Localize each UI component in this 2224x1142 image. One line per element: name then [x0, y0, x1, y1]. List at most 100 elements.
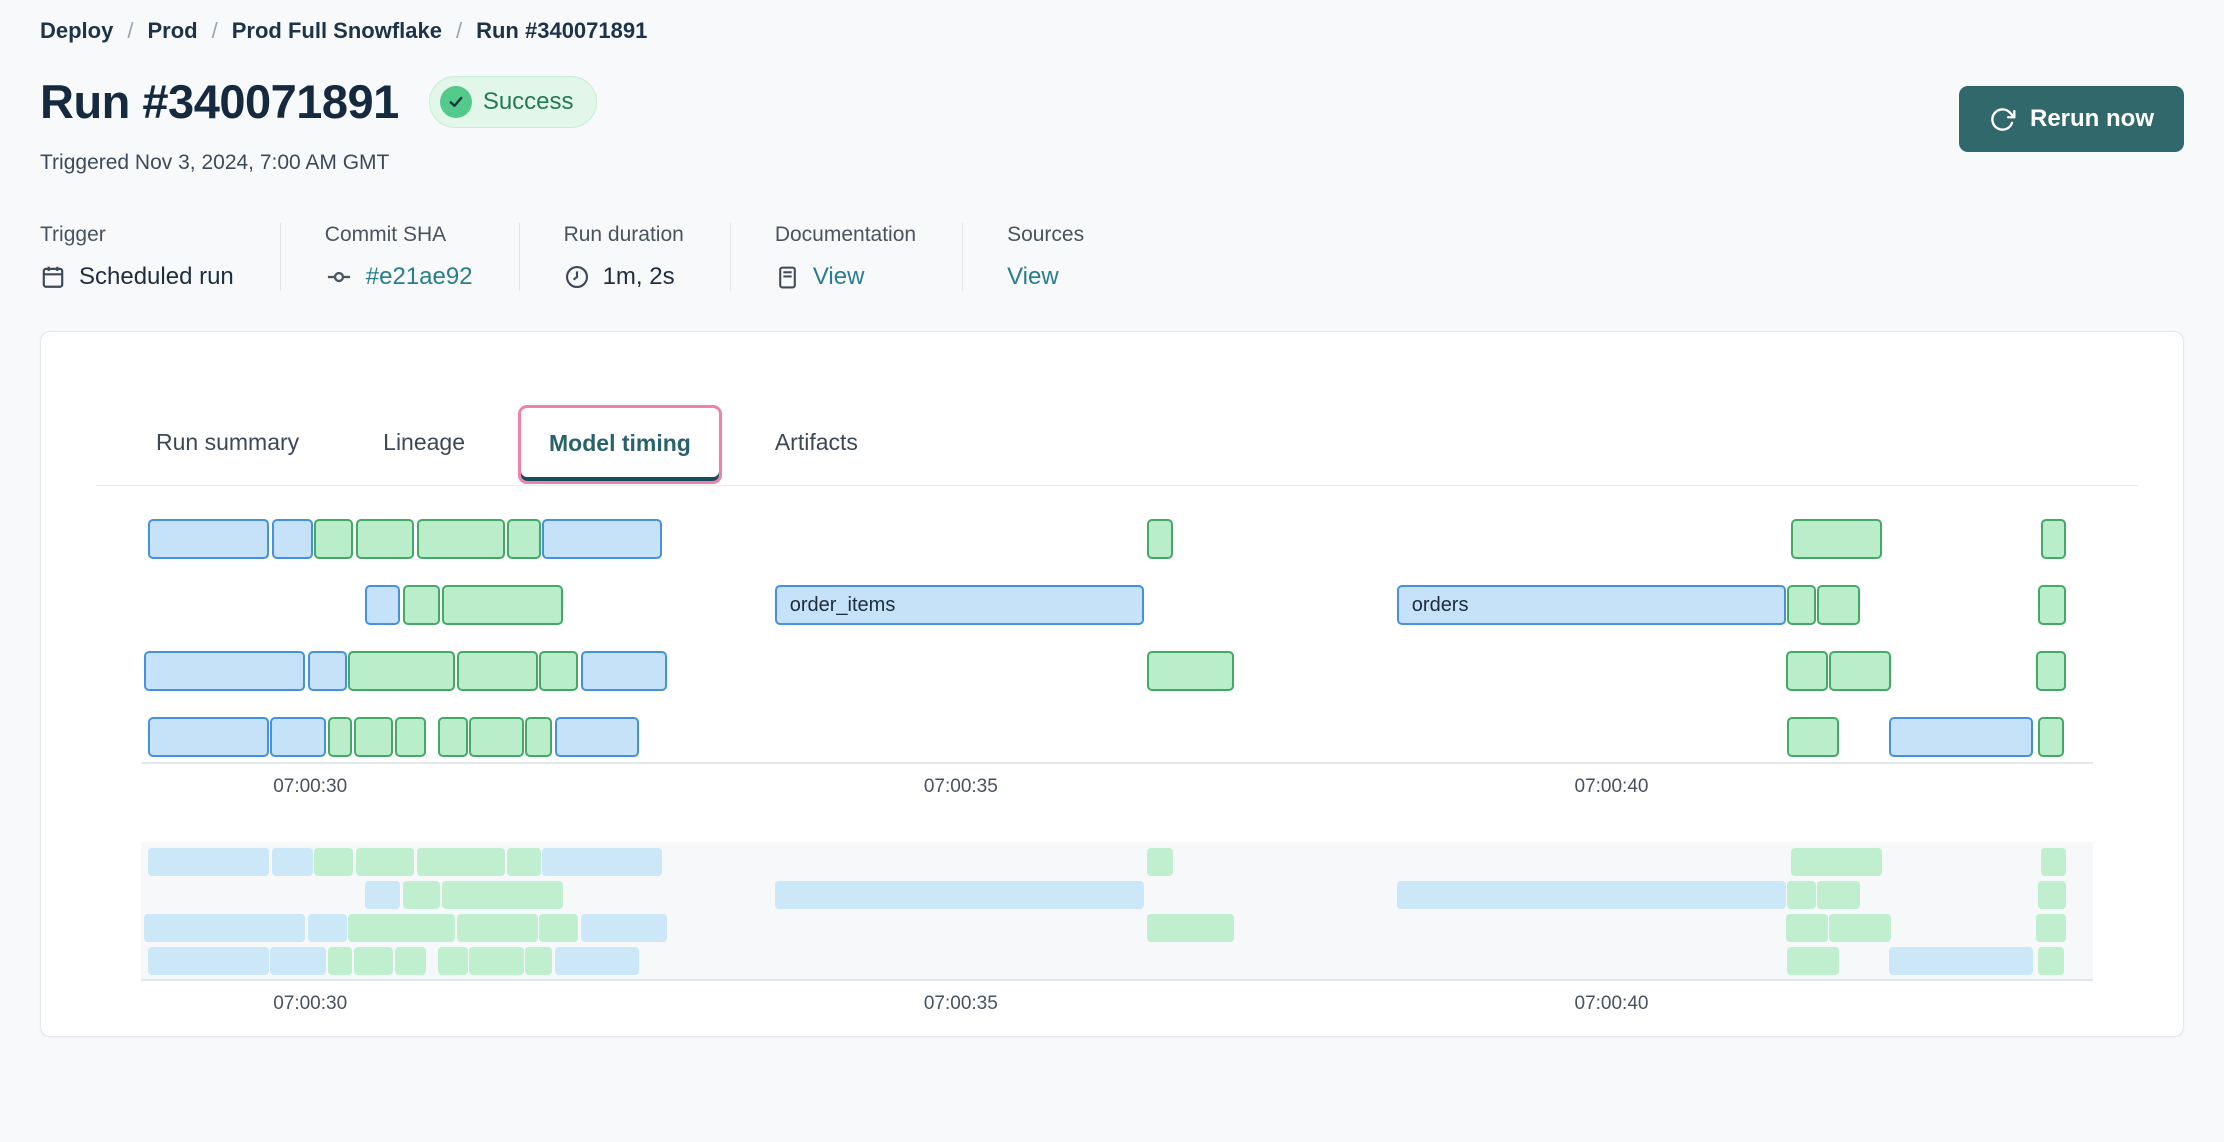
commit-sha-link[interactable]: #e21ae92 [365, 263, 473, 290]
gantt-bar-green[interactable] [2035, 651, 2066, 691]
gantt-bar-green[interactable] [2038, 717, 2065, 757]
gantt-bar-green[interactable] [328, 717, 352, 757]
breadcrumb-separator: / [211, 18, 218, 43]
gantt-bar-blue[interactable] [147, 519, 269, 559]
gantt-bar-green [2038, 881, 2066, 909]
gantt-bar-blue[interactable] [147, 717, 269, 757]
tab-artifacts[interactable]: Artifacts [774, 428, 858, 455]
gantt-bar-green[interactable] [355, 519, 415, 559]
gantt-bar-green[interactable] [457, 651, 538, 691]
timing-overview-gantt [141, 848, 2093, 975]
meta-trigger: Trigger Scheduled run [40, 223, 280, 291]
axis-tick-label: 07:00:40 [1574, 993, 1649, 1014]
gantt-bar-green [437, 947, 468, 975]
gantt-bar-blue[interactable] [272, 519, 313, 559]
gantt-bar-green[interactable] [1787, 717, 1840, 757]
status-label: Success [482, 87, 574, 115]
breadcrumb-run: Run #340071891 [476, 18, 648, 43]
tab-lineage[interactable]: Lineage [383, 428, 466, 455]
gantt-bar-green[interactable] [524, 717, 553, 757]
tab-model-timing[interactable]: Model timing [518, 405, 722, 484]
gantt-bar-green [1146, 848, 1173, 876]
gantt-bar-blue[interactable] [580, 651, 667, 691]
gantt-bar-green [506, 848, 541, 876]
gantt-bar-blue[interactable] [364, 585, 400, 625]
timing-overview-brush[interactable] [141, 842, 2093, 979]
gantt-bar-blue[interactable] [307, 651, 347, 691]
meta-commit-sha: Commit SHA #e21ae92 [279, 223, 519, 291]
gantt-bar-green [402, 881, 441, 909]
meta-duration-value: 1m, 2s [602, 263, 675, 290]
gantt-bar-blue [143, 914, 305, 942]
gantt-bar-blue [307, 914, 347, 942]
gantt-bar-green[interactable] [347, 651, 455, 691]
run-detail-card: Run summary Lineage Model timing Artifac… [40, 331, 2184, 1037]
gantt-bar-green [354, 947, 394, 975]
axis-tick-label: 07:00:35 [923, 776, 998, 797]
gantt-bar-blue[interactable] [1888, 717, 2034, 757]
gantt-time-axis: 07:00:30 07:00:35 07:00:40 [141, 762, 2093, 820]
gantt-bar-green[interactable] [1787, 585, 1816, 625]
gantt-bar-green[interactable] [402, 585, 441, 625]
axis-tick-label: 07:00:30 [273, 993, 348, 1014]
gantt-bar-green [416, 848, 506, 876]
gantt-bar-blue[interactable] [554, 717, 640, 757]
gantt-bar-green [441, 881, 563, 909]
documentation-view-link[interactable]: View [812, 263, 865, 290]
page-title: Run #340071891 [40, 75, 399, 128]
gantt-bar-order_items[interactable]: order_items [774, 585, 1145, 625]
axis-tick-label: 07:00:30 [273, 776, 348, 797]
gantt-bar-green[interactable] [441, 585, 563, 625]
gantt-row [141, 914, 2093, 942]
gantt-bar-green[interactable] [539, 651, 579, 691]
gantt-bar-green[interactable] [1817, 585, 1861, 625]
meta-trigger-label: Trigger [40, 223, 106, 246]
tab-run-summary[interactable]: Run summary [156, 428, 300, 455]
breadcrumb-deploy[interactable]: Deploy [40, 18, 114, 43]
gantt-bar-blue [147, 848, 269, 876]
rerun-now-button[interactable]: Rerun now [1959, 86, 2184, 152]
gantt-bar-order_items [774, 881, 1145, 909]
meta-run-duration: Run duration 1m, 2s [518, 223, 730, 291]
gantt-bar-orders[interactable]: orders [1396, 585, 1786, 625]
gantt-bar-green[interactable] [416, 519, 506, 559]
gantt-bar-green [1785, 914, 1828, 942]
gantt-bar-green[interactable] [1146, 519, 1173, 559]
gantt-bar-green[interactable] [1828, 651, 1892, 691]
gantt-bar-green [524, 947, 553, 975]
meta-duration-label: Run duration [563, 223, 684, 246]
gantt-bar-green[interactable] [314, 519, 354, 559]
breadcrumb-prod[interactable]: Prod [147, 18, 198, 43]
gantt-bar-green [457, 914, 538, 942]
gantt-bar-green [328, 947, 352, 975]
gantt-bar-green[interactable] [437, 717, 468, 757]
gantt-row [141, 717, 2093, 757]
commit-icon [325, 263, 353, 291]
gantt-bar-green[interactable] [1785, 651, 1828, 691]
gantt-bar-blue[interactable] [269, 717, 326, 757]
breadcrumb-job[interactable]: Prod Full Snowflake [231, 18, 442, 43]
gantt-bar-blue [269, 947, 326, 975]
gantt-bar-blue[interactable] [143, 651, 305, 691]
gantt-bar-green[interactable] [1146, 651, 1235, 691]
gantt-bar-blue[interactable] [541, 519, 662, 559]
gantt-bar-green [1146, 914, 1235, 942]
clock-icon [564, 264, 590, 290]
gantt-bar-green[interactable] [354, 717, 394, 757]
gantt-bar-green [468, 947, 524, 975]
gantt-bar-green[interactable] [506, 519, 541, 559]
triggered-timestamp: Triggered Nov 3, 2024, 7:00 AM GMT [40, 151, 390, 174]
gantt-bar-blue [1888, 947, 2034, 975]
tab-bar: Run summary Lineage Model timing Artifac… [96, 332, 2138, 486]
gantt-bar-green [1787, 881, 1816, 909]
gantt-bar-green[interactable] [1791, 519, 1883, 559]
gantt-bar-green[interactable] [468, 717, 524, 757]
gantt-bar-orders [1396, 881, 1786, 909]
gantt-row [141, 848, 2093, 876]
gantt-bar-green[interactable] [2040, 519, 2066, 559]
gantt-bar-green[interactable] [394, 717, 426, 757]
gantt-bar-green[interactable] [2038, 585, 2066, 625]
meta-documentation: Documentation View [729, 223, 962, 291]
sources-view-link[interactable]: View [1007, 263, 1059, 290]
gantt-bar-green [1791, 848, 1883, 876]
